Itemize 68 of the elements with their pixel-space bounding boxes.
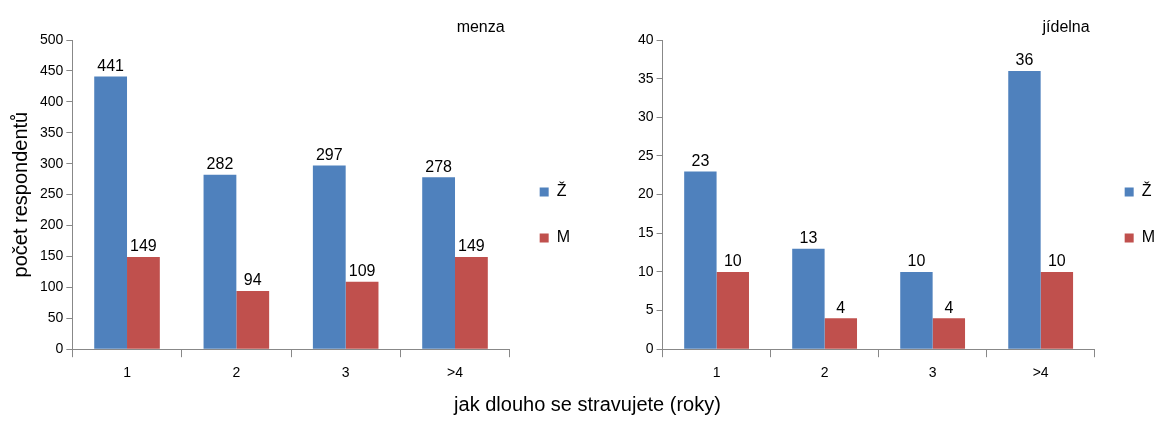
- x-tick-label: >4: [447, 364, 464, 381]
- x-tick-label: >4: [1032, 364, 1049, 381]
- y-tick-label: 0: [55, 340, 64, 357]
- y-tick-label: 150: [40, 247, 64, 264]
- y-tick-label: 35: [637, 69, 654, 86]
- y-tick-label: 10: [637, 262, 654, 279]
- y-tick-label: 25: [637, 146, 654, 163]
- legend-label: Ž: [1141, 181, 1152, 200]
- legend-label: M: [556, 228, 570, 246]
- data-label: 441: [97, 56, 125, 74]
- x-tick-label: 3: [341, 364, 350, 381]
- data-label: 94: [243, 271, 262, 289]
- chart-title: menza: [456, 18, 505, 36]
- x-tick-label: 1: [712, 364, 721, 381]
- bar: [900, 271, 933, 349]
- x-tick-label: 1: [123, 364, 132, 381]
- y-tick-label: 450: [40, 61, 64, 78]
- bar: [94, 76, 128, 349]
- legend-label: Ž: [556, 181, 567, 200]
- bar: [684, 171, 717, 349]
- y-axis-title: počet respondentů: [8, 111, 31, 278]
- data-label: 36: [1015, 51, 1034, 69]
- y-tick-label: 400: [40, 92, 64, 109]
- chart-title: jídelna: [1041, 18, 1090, 36]
- bar: [203, 174, 237, 349]
- bar: [236, 291, 270, 349]
- y-tick-label: 30: [637, 108, 654, 125]
- data-label: 297: [315, 145, 343, 163]
- bar: [345, 281, 379, 349]
- y-tick-label: 500: [40, 30, 64, 47]
- data-label: 10: [1047, 252, 1066, 270]
- data-label: 109: [348, 262, 376, 280]
- data-label: 23: [691, 151, 710, 169]
- bar: [932, 318, 966, 349]
- x-tick-label: 2: [232, 364, 241, 381]
- y-tick-label: 250: [40, 185, 64, 202]
- bar: [716, 271, 749, 349]
- data-label: 149: [130, 237, 157, 255]
- data-label: 278: [425, 157, 453, 175]
- bar: [312, 165, 346, 349]
- bar: [792, 248, 825, 349]
- bar: [455, 257, 488, 349]
- y-tick-label: 20: [637, 185, 654, 202]
- y-tick-label: 200: [40, 216, 64, 233]
- data-label: 149: [458, 237, 485, 255]
- data-label: 10: [907, 252, 926, 270]
- x-axis-title: jak dlouho se stravujete (roky): [452, 393, 722, 416]
- legend-label: M: [1141, 228, 1155, 246]
- bar: [127, 257, 160, 349]
- y-tick-label: 5: [645, 301, 654, 318]
- y-tick-label: 0: [645, 340, 654, 357]
- data-label: 4: [836, 298, 846, 316]
- y-tick-label: 100: [40, 278, 64, 295]
- data-label: 282: [206, 155, 234, 173]
- y-tick-label: 15: [637, 224, 654, 241]
- x-tick-label: 3: [928, 364, 937, 381]
- bar: [422, 177, 456, 349]
- bar: [824, 318, 858, 349]
- data-label: 4: [944, 298, 954, 316]
- bar: [1008, 70, 1041, 349]
- data-label: 10: [723, 252, 742, 270]
- data-label: 13: [799, 229, 818, 247]
- y-tick-label: 50: [47, 309, 64, 326]
- x-tick-label: 2: [820, 364, 829, 381]
- bar: [1040, 271, 1074, 349]
- y-tick-label: 40: [637, 30, 654, 47]
- y-tick-label: 350: [40, 123, 64, 140]
- y-tick-label: 300: [40, 154, 64, 171]
